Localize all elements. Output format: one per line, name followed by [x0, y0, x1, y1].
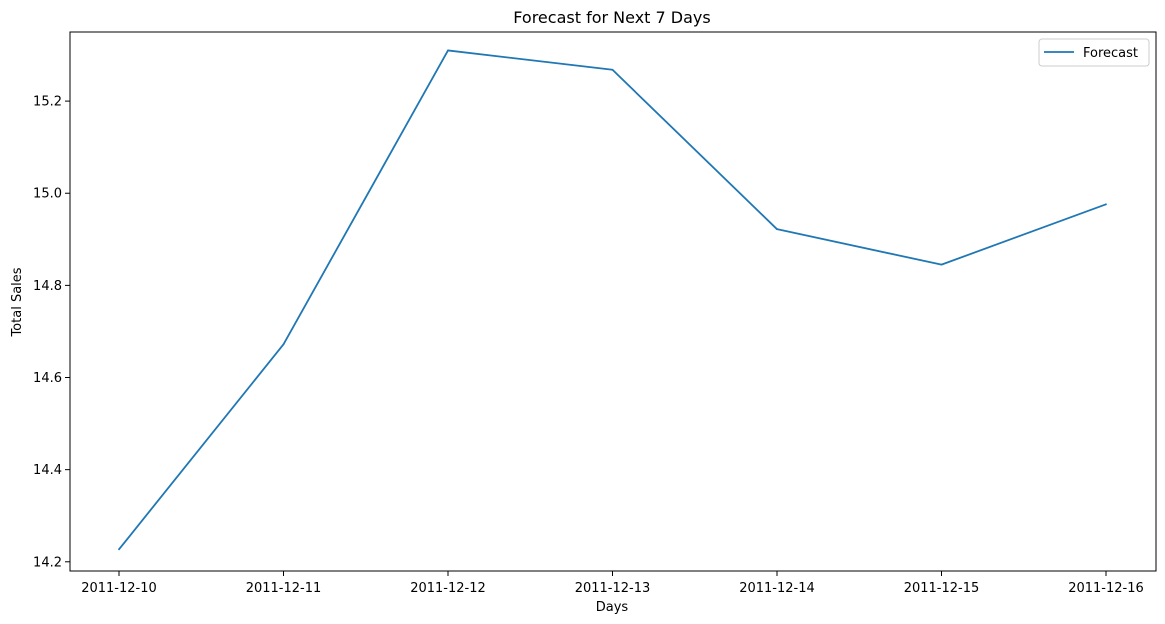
y-axis-ticks: 14.2 14.4 14.6 14.8 15.0 15.2: [33, 95, 70, 570]
x-tick-label: 2011-12-12: [410, 581, 486, 596]
legend-box: [1038, 38, 1150, 67]
plot-area: [69, 31, 1157, 572]
x-tick-label: 2011-12-15: [904, 581, 980, 596]
y-tick-label: 14.8: [33, 279, 62, 294]
x-tick-label: 2011-12-11: [246, 581, 322, 596]
y-axis-label: Total Sales: [10, 267, 25, 337]
y-tick-label: 15.0: [33, 187, 62, 202]
data-point: [282, 343, 285, 346]
x-tick-label: 2011-12-13: [575, 581, 651, 596]
data-point: [611, 68, 614, 71]
x-axis-ticks: 2011-12-10 2011-12-11 2011-12-12 2011-12-13…: [81, 571, 1144, 596]
series-layer: [118, 49, 1107, 551]
data-point: [118, 548, 120, 551]
data-point: [940, 263, 943, 266]
x-tick-label: 2011-12-10: [81, 581, 157, 596]
x-tick-label: 2011-12-16: [1068, 581, 1144, 596]
x-axis-label: Days: [596, 600, 629, 615]
legend: Forecast: [1038, 38, 1150, 67]
data-point: [1105, 203, 1107, 206]
legend-label-forecast: Forecast: [1083, 46, 1138, 61]
y-tick-label: 14.2: [33, 555, 62, 570]
x-tick-label: 2011-12-14: [739, 581, 815, 596]
y-tick-label: 14.4: [33, 463, 62, 478]
y-tick-label: 14.6: [33, 371, 62, 386]
y-tick-label: 15.2: [33, 95, 62, 110]
data-point: [447, 49, 449, 52]
data-point: [776, 228, 778, 231]
chart-title: Forecast for Next 7 Days: [513, 8, 710, 27]
